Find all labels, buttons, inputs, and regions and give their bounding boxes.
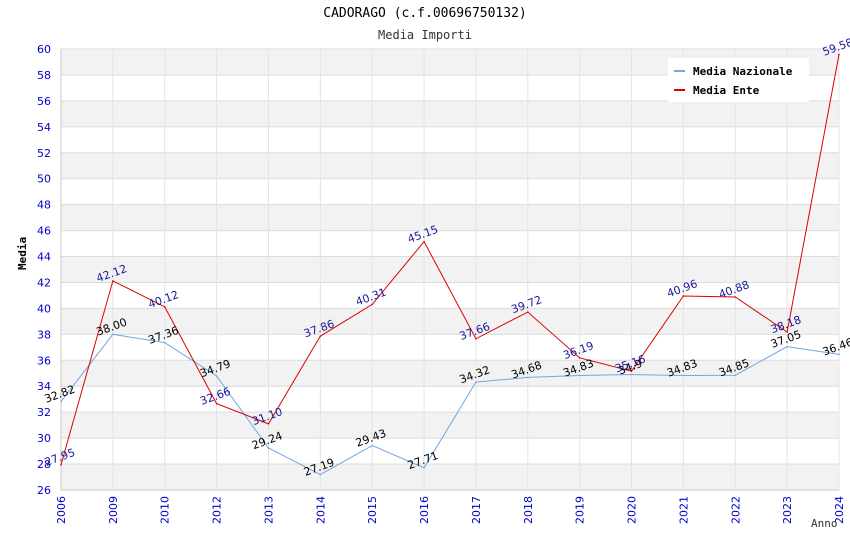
x-tick-2017: 2017 [470, 496, 483, 524]
x-tick-2006: 2006 [55, 496, 68, 524]
series-line-0 [60, 333, 840, 476]
y-tick-50: 50 [37, 173, 51, 186]
x-tick-2012: 2012 [211, 496, 224, 524]
x-tick-2015: 2015 [366, 496, 379, 524]
plot-bands [61, 49, 839, 490]
legend-item-nazionale: Media Nazionale [674, 64, 792, 78]
series-point-0-4 [267, 447, 270, 449]
series-point-0-9 [527, 376, 529, 379]
x-tick-2016: 2016 [418, 496, 431, 524]
series-point-1-1 [112, 280, 114, 282]
y-tick-60: 60 [37, 43, 51, 56]
series-point-0-5 [319, 473, 322, 476]
y-tick-38: 38 [37, 328, 51, 341]
series-point-0-12 [682, 374, 685, 377]
series-point-0-14 [786, 345, 788, 348]
y-tick-34: 34 [37, 380, 51, 393]
series-lines [60, 53, 840, 476]
legend-swatch-ente [674, 89, 685, 91]
band-50 [61, 152, 839, 179]
x-tick-2021: 2021 [677, 496, 690, 524]
y-tick-36: 36 [37, 354, 51, 367]
series-point-1-5 [319, 335, 322, 337]
series-point-1-4 [267, 423, 270, 425]
y-axis-label: Media [16, 236, 29, 270]
y-tick-44: 44 [37, 251, 51, 264]
y-tick-48: 48 [37, 199, 51, 212]
data-label-1-2: 40.12 [147, 288, 181, 311]
series-point-1-13 [734, 296, 737, 298]
series-point-1-0 [60, 463, 62, 466]
series-point-0-1 [112, 333, 114, 336]
y-tick-40: 40 [37, 302, 51, 315]
band-46 [61, 204, 839, 231]
series-point-1-6 [371, 303, 374, 306]
chart-subtitle: Media Importi [378, 28, 472, 42]
y-tick-labels: 26 28 30 32 34 36 38 40 42 44 46 48 50 52 54 56 58 60 [37, 43, 51, 497]
series-point-1-12 [682, 295, 685, 297]
series-point-0-8 [475, 381, 477, 383]
series-point-0-11 [630, 373, 633, 376]
series-point-0-0 [60, 400, 62, 403]
series-point-1-8 [475, 337, 477, 340]
series-point-0-2 [163, 341, 166, 344]
x-axis-label: Anno [811, 517, 838, 530]
x-tick-2009: 2009 [107, 496, 120, 524]
y-tick-30: 30 [37, 432, 51, 445]
data-label-1-3: 32.66 [198, 385, 232, 408]
chart-title: CADORAGO (c.f.00696750132) [323, 6, 527, 21]
series-point-1-2 [163, 306, 166, 308]
data-label-0-15: 36.46 [821, 336, 850, 359]
x-tick-2022: 2022 [729, 496, 742, 524]
legend-item-ente: Media Ente [674, 83, 759, 97]
band-26 [61, 464, 839, 490]
x-tick-2018: 2018 [522, 496, 535, 524]
x-tick-labels: 2006 2009 2010 2012 2013 2014 2015 2016 2017 2018… [55, 496, 846, 524]
y-tick-42: 42 [37, 276, 51, 289]
series-point-1-10 [578, 357, 581, 359]
x-tick-2013: 2013 [262, 496, 275, 524]
series-point-0-3 [215, 375, 218, 377]
series-point-0-13 [734, 374, 737, 377]
series-point-0-7 [423, 467, 425, 469]
series-point-1-15 [838, 53, 840, 56]
series-point-0-6 [371, 444, 374, 447]
legend-label-ente: Media Ente [693, 83, 760, 97]
y-tick-32: 32 [37, 406, 51, 419]
y-tick-58: 58 [37, 69, 51, 82]
series-point-1-14 [786, 331, 788, 333]
band-38 [61, 308, 839, 335]
x-tick-2014: 2014 [314, 496, 327, 524]
series-point-1-3 [215, 402, 218, 405]
y-tick-56: 56 [37, 95, 51, 108]
axes [60, 49, 839, 491]
series-point-1-9 [527, 311, 529, 313]
y-tick-52: 52 [37, 147, 51, 160]
x-tick-2024: 2024 [833, 496, 846, 524]
legend: Media Nazionale Media Ente [668, 58, 809, 102]
band-34 [61, 360, 839, 387]
y-tick-54: 54 [37, 121, 51, 134]
x-tick-2019: 2019 [574, 496, 587, 524]
x-tick-2010: 2010 [159, 496, 172, 524]
series-point-1-7 [423, 240, 425, 243]
y-tick-28: 28 [37, 458, 51, 471]
band-42 [61, 256, 839, 283]
series-point-1-11 [630, 370, 633, 372]
series-line-1 [60, 54, 840, 465]
series-point-0-10 [578, 374, 581, 377]
y-tick-26: 26 [37, 484, 51, 497]
legend-label-nazionale: Media Nazionale [693, 64, 793, 78]
x-tick-2020: 2020 [626, 496, 639, 524]
x-tick-2023: 2023 [781, 496, 794, 524]
legend-swatch-nazionale [674, 70, 685, 72]
series-point-0-15 [838, 353, 840, 356]
y-tick-46: 46 [37, 225, 51, 238]
band-54 [61, 100, 839, 127]
